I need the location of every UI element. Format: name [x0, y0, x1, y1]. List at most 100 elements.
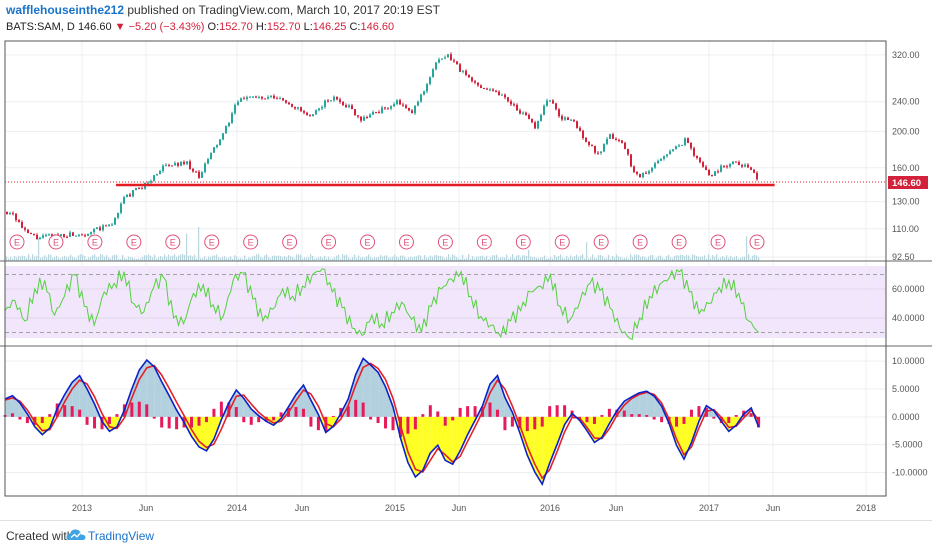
candle-body	[153, 175, 155, 181]
histogram-bar	[495, 409, 499, 417]
candle-body	[309, 115, 311, 117]
candle-body	[483, 88, 485, 90]
candle-body	[522, 112, 524, 114]
volume-bar	[560, 254, 562, 261]
volume-bar	[88, 257, 90, 261]
volume-bar	[240, 257, 242, 261]
volume-bar	[720, 257, 722, 261]
candle-body	[345, 105, 347, 107]
candle-body	[180, 161, 182, 166]
candle-body	[249, 96, 251, 98]
candle-body	[18, 220, 20, 222]
candle-body	[504, 94, 506, 98]
last-price-badge-label: 146.60	[892, 178, 921, 189]
volume-bar	[544, 255, 546, 261]
candle-body	[222, 133, 224, 140]
candle-body	[339, 99, 341, 102]
histogram-bar	[592, 416, 596, 424]
volume-bar	[130, 257, 132, 261]
volume-bar	[646, 258, 648, 261]
candle-body	[198, 171, 200, 178]
volume-bar	[28, 254, 30, 261]
histogram-bar	[652, 416, 656, 420]
candle-body	[300, 107, 302, 112]
histogram-bar	[137, 401, 141, 417]
author-link[interactable]: wafflehouseinthe212	[6, 3, 125, 17]
candle-body	[393, 104, 395, 107]
price-tick-label: 92.50	[892, 252, 915, 262]
candle-body	[666, 154, 668, 157]
volume-bar	[426, 257, 428, 261]
histogram-bar	[734, 415, 738, 417]
volume-bar	[80, 254, 82, 261]
rsi-tick-label: 60.0000	[892, 284, 925, 294]
candle-body	[165, 164, 167, 166]
candle-body	[51, 234, 53, 237]
volume-bar	[668, 254, 670, 261]
candle-body	[201, 172, 203, 178]
histogram-bar	[40, 416, 44, 424]
volume-bar	[148, 254, 150, 261]
volume-bar	[392, 256, 394, 261]
symbol-label[interactable]: BATS:SAM, D	[6, 21, 75, 33]
candle-body	[279, 98, 281, 100]
volume-bar	[256, 254, 258, 261]
histogram-bar	[458, 407, 462, 417]
candle-body	[423, 91, 425, 95]
price-chart[interactable]: 2013 Jun 2014 Jun 2015 Jun 2016 Jun 2017 Jun 2018 3…	[0, 40, 932, 520]
volume-bar	[228, 257, 230, 261]
volume-bar	[260, 256, 262, 261]
candle-body	[558, 109, 560, 117]
earnings-marker-label: E	[598, 238, 604, 248]
volume-bar	[662, 258, 664, 261]
histogram-bar	[354, 399, 358, 417]
candle-body	[453, 60, 455, 62]
volume-bar	[416, 256, 418, 261]
candle-body	[411, 110, 413, 114]
volume-bar	[48, 254, 50, 261]
candle-body	[441, 58, 443, 60]
volume-bar	[706, 258, 708, 261]
candle-body	[696, 155, 698, 158]
volume-bar	[616, 254, 618, 261]
volume-bar	[710, 258, 712, 261]
volume-bar	[554, 254, 556, 261]
volume-bar	[702, 256, 704, 261]
volume-bar	[664, 258, 666, 261]
volume-bar	[522, 255, 524, 261]
volume-bar	[722, 256, 724, 261]
candle-body	[486, 88, 488, 90]
volume-bar	[364, 257, 366, 261]
candle-body	[195, 171, 197, 173]
histogram-bar	[130, 402, 134, 417]
publication-line: wafflehouseinthe212 published on Trading…	[6, 3, 440, 17]
volume-bar	[168, 254, 170, 261]
volume-bar	[182, 254, 184, 261]
volume-bar	[190, 255, 192, 261]
histogram-bar	[421, 414, 425, 417]
candle-body	[375, 111, 377, 113]
volume-bar	[714, 256, 716, 261]
volume-bar	[102, 254, 104, 261]
volume-bar	[22, 255, 24, 261]
tradingview-brand-link[interactable]: TradingView	[88, 529, 155, 543]
volume-bar	[432, 256, 434, 261]
volume-bar	[118, 258, 120, 261]
candle-body	[231, 113, 233, 123]
candle-body	[120, 203, 122, 213]
volume-bar	[472, 256, 474, 261]
volume-bar	[40, 257, 42, 261]
volume-bar	[586, 242, 588, 261]
candle-body	[729, 164, 731, 167]
volume-bar	[562, 257, 564, 261]
earnings-marker	[710, 234, 726, 250]
volume-bar	[582, 254, 584, 261]
volume-bar	[446, 257, 448, 261]
volume-bar	[700, 256, 702, 261]
volume-bar	[526, 256, 528, 261]
macd-line	[4, 357, 760, 487]
volume-bar	[172, 255, 174, 261]
histogram-bar	[555, 405, 559, 417]
candle-body	[426, 84, 428, 92]
volume-bar	[436, 255, 438, 261]
